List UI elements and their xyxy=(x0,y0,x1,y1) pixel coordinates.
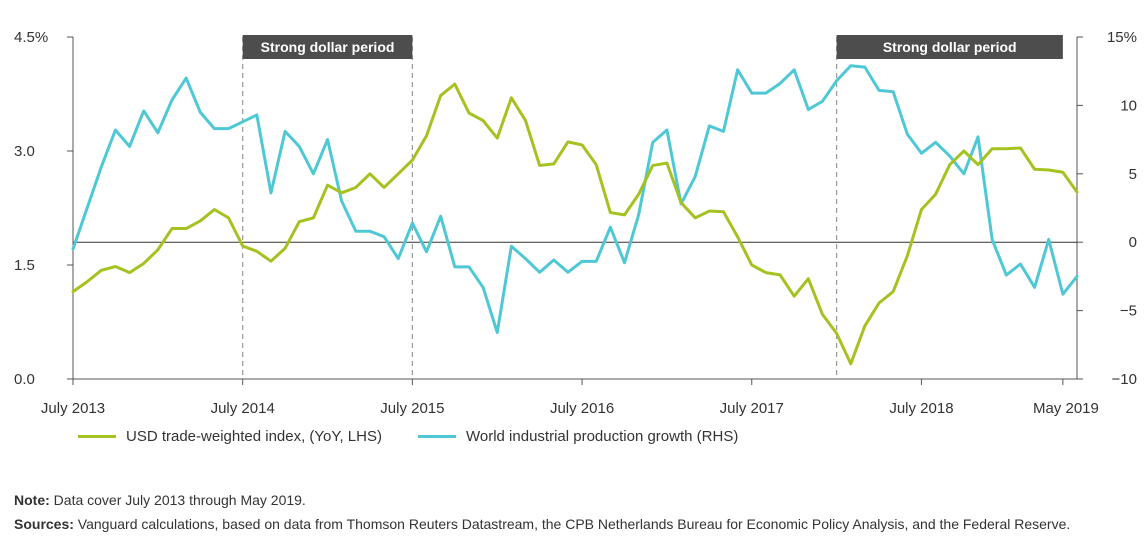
shade-label-box-0 xyxy=(242,35,413,59)
x-tick-label: July 2016 xyxy=(550,400,614,417)
right-tick-label: 15% xyxy=(1107,29,1137,46)
shaded-periods: Strong dollar period Strong dollar period xyxy=(242,35,1063,379)
legend-label-usd: USD trade-weighted index, (YoY, LHS) xyxy=(126,428,382,445)
right-tick-label: −5 xyxy=(1120,303,1137,320)
sources-text: Vanguard calculations, based on data fro… xyxy=(73,516,1071,532)
series-layer xyxy=(71,64,1079,366)
right-tick-label: 0 xyxy=(1129,234,1137,251)
notes: Note: Data cover July 2013 through May 2… xyxy=(14,488,1070,536)
right-tick-label: 5 xyxy=(1129,166,1137,183)
left-tick-label: 1.5 xyxy=(14,257,35,274)
series-line-usd xyxy=(71,82,1079,366)
note-text: Data cover July 2013 through May 2019. xyxy=(49,492,306,508)
right-tick-label: 10 xyxy=(1120,97,1137,114)
x-tick-label: July 2018 xyxy=(889,400,953,417)
x-tick-label: July 2017 xyxy=(720,400,784,417)
note-label: Note: xyxy=(14,492,50,508)
left-tick-label: 3.0 xyxy=(14,143,35,160)
x-tick-label: July 2014 xyxy=(211,400,275,417)
shade-label-1: Strong dollar period xyxy=(883,39,1017,55)
legend: USD trade-weighted index, (YoY, LHS) Wor… xyxy=(78,428,738,445)
legend-item-world-ip: World industrial production growth (RHS) xyxy=(417,428,739,445)
sources-line: Sources: Vanguard calculations, based on… xyxy=(14,512,1070,536)
shade-label-box-1 xyxy=(836,35,1063,59)
x-tick-label: July 2015 xyxy=(380,400,444,417)
note-line: Note: Data cover July 2013 through May 2… xyxy=(14,488,1070,512)
legend-label-world-ip: World industrial production growth (RHS) xyxy=(465,428,739,445)
left-tick-label: 4.5% xyxy=(14,29,48,46)
sources-label: Sources: xyxy=(14,516,74,532)
legend-swatch-usd xyxy=(78,435,116,438)
axes: 4.5% 3.0 1.5 0.0 15% 10 5 0 −5 −10 July 2013 July 2… xyxy=(14,29,1137,417)
left-tick-label: 0.0 xyxy=(14,371,35,388)
legend-swatch-world-ip xyxy=(417,435,456,438)
x-tick-label: May 2019 xyxy=(1033,400,1099,417)
chart: Strong dollar period Strong dollar period… xyxy=(14,29,1137,417)
shade-label-0: Strong dollar period xyxy=(261,39,395,55)
right-tick-label: −10 xyxy=(1112,371,1137,388)
legend-item-usd: USD trade-weighted index, (YoY, LHS) xyxy=(78,428,382,445)
x-tick-label: July 2013 xyxy=(41,400,105,417)
series-line-world-ip xyxy=(71,64,1079,334)
